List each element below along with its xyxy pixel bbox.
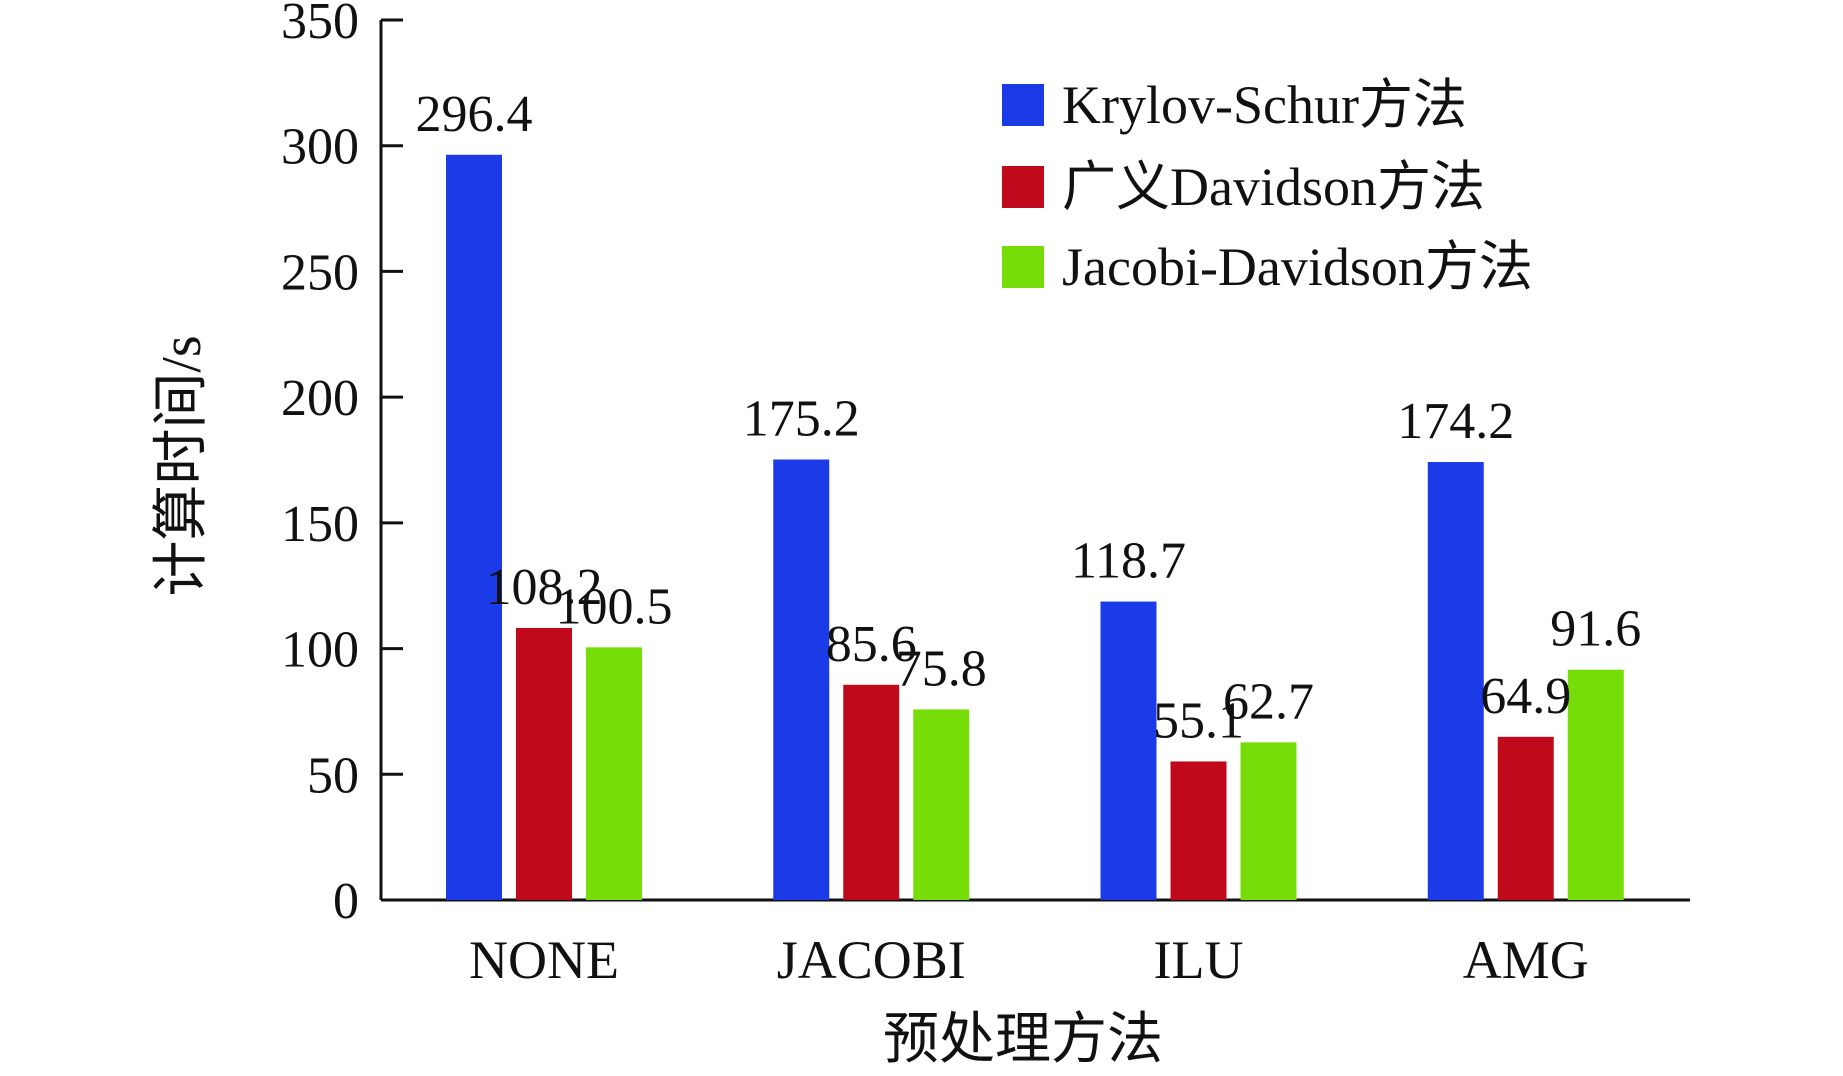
y-tick-label: 50 (307, 747, 359, 804)
data-label: 100.5 (556, 578, 673, 635)
bar (1497, 736, 1554, 900)
data-label: 85.6 (826, 616, 917, 673)
bar (773, 459, 830, 900)
bar (913, 709, 970, 900)
x-axis-tick-labels: NONE JACOBI ILU AMG (469, 930, 1589, 990)
legend-label: Krylov-Schur方法 (1062, 75, 1467, 135)
y-tick-label: 200 (281, 370, 359, 427)
legend-swatch (1002, 84, 1044, 126)
data-label: 296.4 (416, 86, 533, 143)
data-label: 64.9 (1480, 668, 1571, 725)
x-tick-label: JACOBI (777, 930, 966, 990)
bar (446, 154, 502, 900)
legend-item: Krylov-Schur方法 (1002, 75, 1467, 135)
y-tick-label: 150 (281, 496, 359, 553)
y-tick-label: 0 (333, 873, 359, 930)
bar (1240, 742, 1297, 900)
legend-label: 广义Davidson方法 (1062, 157, 1485, 217)
data-label: 175.2 (743, 390, 860, 447)
x-axis-title: 预处理方法 (883, 1009, 1163, 1071)
data-label: 55.1 (1153, 692, 1244, 749)
y-axis-ticks: 0 50 100 150 200 250 300 350 (281, 0, 403, 930)
data-label: 91.6 (1550, 601, 1641, 658)
y-axis-title: 计算时间/s (151, 335, 213, 596)
bars (446, 154, 1624, 900)
legend-item: Jacobi-Davidson方法 (1002, 237, 1533, 297)
y-tick-label: 350 (281, 0, 359, 50)
x-tick-label: ILU (1154, 930, 1244, 990)
legend-item: 广义Davidson方法 (1002, 157, 1485, 217)
bar (1427, 462, 1484, 900)
legend: Krylov-Schur方法 广义Davidson方法 Jacobi-David… (1002, 75, 1533, 297)
bar (1567, 669, 1624, 900)
data-label: 174.2 (1397, 393, 1514, 450)
legend-label: Jacobi-Davidson方法 (1062, 237, 1533, 297)
data-label: 118.7 (1071, 533, 1186, 590)
bar (586, 647, 642, 900)
bar (843, 684, 900, 900)
legend-swatch (1002, 246, 1044, 288)
data-label: 75.8 (896, 640, 987, 697)
y-tick-label: 100 (281, 622, 359, 679)
data-label: 62.7 (1223, 673, 1314, 730)
data-label: 108.2 (486, 559, 603, 616)
legend-swatch (1002, 166, 1044, 208)
x-tick-label: AMG (1463, 930, 1589, 990)
bar (516, 627, 572, 900)
bar (1170, 761, 1227, 900)
x-tick-label: NONE (469, 930, 619, 990)
y-tick-label: 300 (281, 119, 359, 176)
bar (1100, 601, 1157, 900)
y-tick-label: 250 (281, 244, 359, 301)
